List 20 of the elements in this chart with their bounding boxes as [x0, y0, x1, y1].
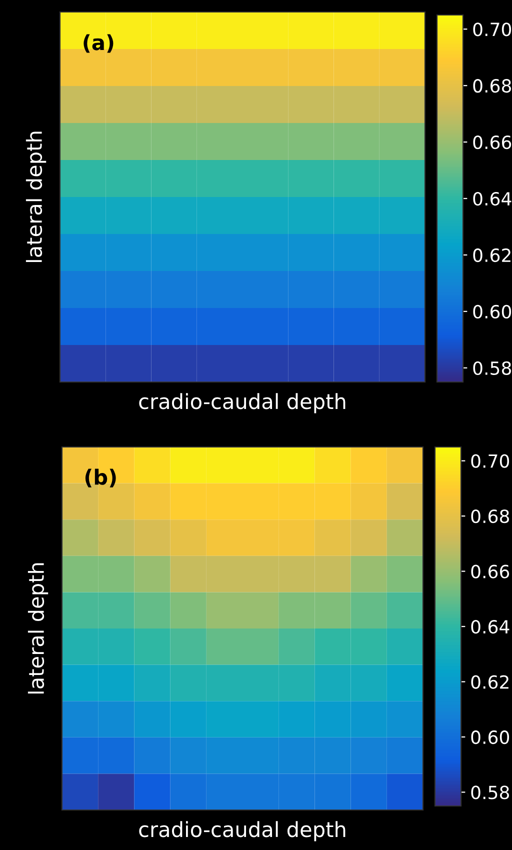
color-bar-label: 0.64	[473, 192, 512, 206]
color-bar-label: 0.58	[471, 786, 509, 800]
color-bar-label: 0.68	[473, 79, 511, 93]
color-bar-label: 0.68	[471, 510, 509, 524]
color-bar-label: 0.70	[473, 22, 512, 36]
color-bar-label: 0.60	[473, 304, 512, 319]
color-bar-label: 0.66	[471, 564, 510, 578]
color-bar-label: 0.58	[473, 361, 511, 375]
x-axis-title: cradio-caudal depth	[139, 821, 346, 842]
y-axis-title: lateral depth	[28, 563, 48, 694]
color-bar-label: 0.66	[473, 136, 512, 150]
color-bar-label: 0.62	[473, 248, 510, 262]
color-bar-label: 0.62	[471, 675, 508, 689]
annotation: (a)	[84, 34, 114, 53]
color-bar-label: 0.60	[471, 730, 510, 744]
y-axis-title: lateral depth	[26, 132, 46, 262]
color-bar-label: 0.64	[471, 620, 510, 634]
x-axis-title: cradio-caudal depth	[139, 393, 346, 414]
annotation: (b)	[85, 468, 116, 488]
color-bar-label: 0.70	[471, 454, 510, 468]
